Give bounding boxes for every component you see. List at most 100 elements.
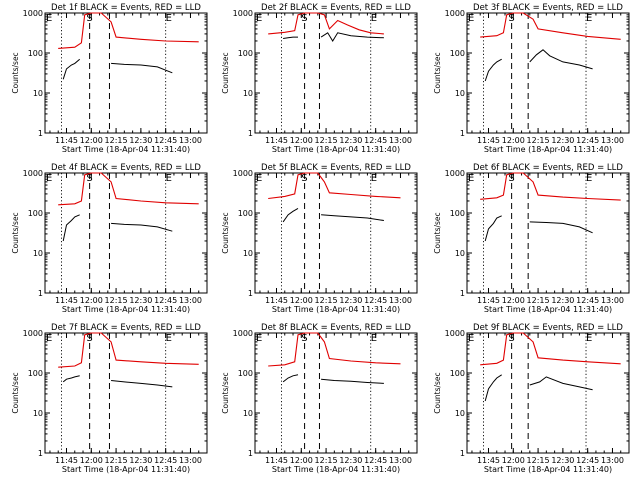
- x-tick-label: 12:00: [290, 136, 313, 145]
- end-marker: E: [586, 173, 592, 184]
- x-tick-label: 12:15: [105, 296, 128, 305]
- y-tick-label: 1000: [23, 169, 43, 178]
- end-marker-left: E: [46, 333, 52, 344]
- start-marker: S: [301, 333, 307, 344]
- y-tick-label: 1000: [23, 329, 43, 338]
- y-tick-label: 100: [450, 49, 465, 58]
- x-tick-label: 13:00: [601, 456, 624, 465]
- panel-det-9: Det 9f BLACK = Events, RED = LLD 1 10 100 10…: [433, 323, 630, 474]
- x-tick-label: 11:45: [55, 456, 78, 465]
- x-tick-label: 12:15: [315, 296, 338, 305]
- y-tick-label: 100: [28, 209, 43, 218]
- x-axis-label: Start Time (18-Apr-04 11:31:40): [62, 145, 190, 154]
- x-axis-label: Start Time (18-Apr-04 11:31:40): [272, 465, 400, 474]
- panel-det-5: Det 5f BLACK = Events, RED = LLD 1 10 100 10…: [221, 163, 418, 314]
- end-marker: E: [166, 13, 172, 24]
- x-tick-label: 13:00: [601, 296, 624, 305]
- x-tick-label: 12:00: [290, 456, 313, 465]
- y-tick-label: 100: [238, 49, 253, 58]
- y-tick-label: 1000: [233, 329, 253, 338]
- events-series-line: [111, 380, 173, 388]
- y-axis-label: Counts/sec: [433, 52, 442, 93]
- x-axis-label: Start Time (18-Apr-04 11:31:40): [484, 145, 612, 154]
- plot-frame: [44, 172, 208, 294]
- x-tick-label: 12:15: [315, 136, 338, 145]
- y-tick-label: 100: [28, 369, 43, 378]
- x-tick-label: 12:45: [364, 456, 387, 465]
- lld-series-line: [58, 332, 199, 368]
- x-axis-label: Start Time (18-Apr-04 11:31:40): [484, 465, 612, 474]
- y-tick-label: 1: [248, 289, 253, 298]
- x-axis-label: Start Time (18-Apr-04 11:31:40): [62, 465, 190, 474]
- y-tick-label: 100: [450, 369, 465, 378]
- x-tick-label: 12:00: [80, 136, 103, 145]
- lld-series-line: [268, 12, 384, 35]
- y-tick-label: 1000: [23, 9, 43, 18]
- lld-series-line: [58, 12, 199, 49]
- x-tick-label: 11:45: [265, 296, 288, 305]
- y-tick-label: 1: [460, 449, 465, 458]
- y-tick-label: 1: [38, 129, 43, 138]
- events-series-line: [484, 215, 502, 242]
- y-axis-label: Counts/sec: [433, 372, 442, 413]
- x-tick-label: 12:45: [364, 296, 387, 305]
- x-tick-label: 11:45: [55, 136, 78, 145]
- x-tick-label: 12:45: [576, 136, 599, 145]
- lld-series-line: [480, 172, 621, 201]
- plot-frame: [254, 12, 418, 134]
- lld-series-line: [58, 172, 199, 206]
- events-series-line: [529, 49, 593, 70]
- panel-title: Det 2f BLACK = Events, RED = LLD: [261, 3, 411, 13]
- events-series-line: [62, 58, 81, 80]
- y-tick-label: 1: [460, 129, 465, 138]
- x-axis-label: Start Time (18-Apr-04 11:31:40): [272, 305, 400, 314]
- x-tick-label: 12:30: [129, 296, 152, 305]
- x-tick-label: 11:45: [265, 136, 288, 145]
- x-tick-label: 12:15: [527, 296, 550, 305]
- plot-frame: [466, 332, 630, 454]
- x-tick-label: 12:45: [154, 456, 177, 465]
- panel-title: Det 7f BLACK = Events, RED = LLD: [51, 323, 201, 333]
- plot-frame: [44, 332, 208, 454]
- y-tick-label: 100: [450, 209, 465, 218]
- panel-det-8: Det 8f BLACK = Events, RED = LLD 1 10 100 10…: [221, 323, 418, 474]
- panel-title: Det 3f BLACK = Events, RED = LLD: [473, 3, 623, 13]
- x-tick-label: 11:45: [477, 456, 500, 465]
- y-tick-label: 10: [243, 249, 253, 258]
- panel-title: Det 8f BLACK = Events, RED = LLD: [261, 323, 411, 333]
- y-tick-label: 10: [33, 409, 43, 418]
- events-series-line: [529, 376, 593, 391]
- plot-frame: [254, 332, 418, 454]
- y-tick-label: 1000: [445, 9, 465, 18]
- events-series-line: [111, 222, 173, 232]
- x-tick-label: 13:00: [389, 296, 412, 305]
- x-tick-label: 12:15: [105, 456, 128, 465]
- x-tick-label: 12:30: [551, 456, 574, 465]
- panel-title: Det 5f BLACK = Events, RED = LLD: [261, 163, 411, 173]
- y-tick-label: 10: [33, 249, 43, 258]
- x-tick-label: 13:00: [601, 136, 624, 145]
- x-tick-label: 12:30: [551, 296, 574, 305]
- y-tick-label: 1: [38, 449, 43, 458]
- x-tick-label: 13:00: [389, 136, 412, 145]
- end-marker-left: E: [256, 333, 262, 344]
- x-tick-label: 12:30: [129, 456, 152, 465]
- events-series-line: [321, 378, 384, 384]
- y-axis-label: Counts/sec: [433, 212, 442, 253]
- y-tick-label: 10: [455, 409, 465, 418]
- lld-series-line: [480, 12, 621, 40]
- x-tick-label: 13:00: [179, 296, 202, 305]
- y-tick-label: 1: [248, 129, 253, 138]
- end-marker-left: E: [468, 173, 474, 184]
- panel-det-7: Det 7f BLACK = Events, RED = LLD 1 10 100 10…: [11, 323, 208, 474]
- y-tick-label: 10: [455, 89, 465, 98]
- x-tick-label: 11:45: [55, 296, 78, 305]
- end-marker-left: E: [256, 173, 262, 184]
- events-series-line: [62, 375, 80, 383]
- plot-frame: [466, 12, 630, 134]
- events-series-line: [320, 32, 384, 42]
- end-marker: E: [166, 333, 172, 344]
- y-tick-label: 100: [238, 369, 253, 378]
- end-marker: E: [586, 333, 592, 344]
